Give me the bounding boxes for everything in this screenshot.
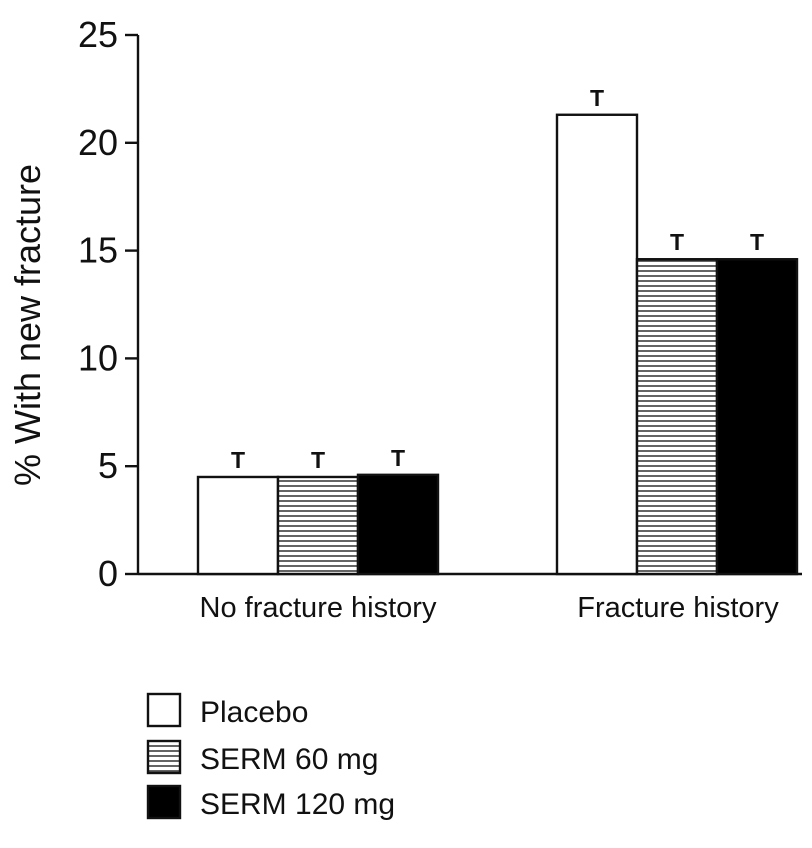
y-tick-label: 20	[78, 122, 118, 163]
legend: Placebo SERM 60 mg SERM 120 mg	[146, 692, 395, 821]
y-ticks: 0 5 10 15 20 25	[78, 14, 138, 594]
bar-serm-60-mg-0	[276, 475, 360, 576]
y-tick-label: 10	[78, 337, 118, 378]
y-tick-label: 25	[78, 14, 118, 55]
bar-serm-60-mg-1	[635, 258, 719, 576]
error-marker: T	[750, 229, 764, 255]
category-label: No fracture history	[200, 592, 437, 624]
bar-placebo-0	[196, 475, 280, 576]
bar-serm-120-mg-1	[715, 258, 799, 576]
error-marker: T	[231, 447, 245, 473]
error-marker: T	[670, 229, 684, 255]
error-marker: T	[590, 85, 604, 111]
y-tick-label: 15	[78, 230, 118, 271]
legend-swatch	[146, 692, 182, 728]
legend-label: SERM 60 mg	[200, 743, 378, 776]
legend-swatch	[146, 739, 182, 775]
legend-label: Placebo	[200, 696, 308, 729]
y-tick-label: 5	[98, 445, 118, 486]
error-marker: T	[391, 445, 405, 471]
error-markers: T T T T T T	[231, 85, 764, 473]
legend-swatch	[146, 784, 182, 820]
category-label: Fracture history	[577, 592, 779, 624]
error-marker: T	[311, 447, 325, 473]
y-axis-label: % With new fracture	[7, 164, 48, 486]
bar-serm-120-mg-0	[356, 473, 440, 576]
bar-placebo-1	[555, 113, 639, 576]
bars	[196, 113, 799, 576]
legend-label: SERM 120 mg	[200, 788, 395, 821]
y-tick-label: 0	[98, 553, 118, 594]
category-labels: No fracture history Fracture history	[200, 592, 780, 624]
